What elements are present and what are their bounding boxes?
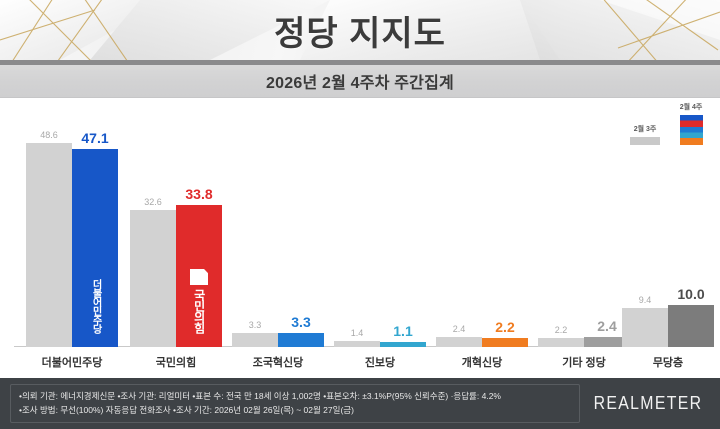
methodology-line-1: •의뢰 기관: 에너지경제신문 •조사 기관: 리얼미터 •표본 수: 전국 만… [19,391,501,402]
bar-value-current: 33.8 [185,186,213,203]
bar-group: 48.6 47.1 더불어민주당 더불어민주당 [26,130,118,369]
bar-previous: 2.4 [436,324,482,347]
legend-label-current: 2월 4주 [679,104,703,111]
realmeter-logo: REALMETER [593,393,703,413]
methodology-box: •의뢰 기관: 에너지경제신문 •조사 기관: 리얼미터 •표본 수: 전국 만… [10,384,580,423]
bar-value-previous: 2.2 [554,324,568,335]
bar-value-previous: 32.6 [144,197,162,208]
bar-previous: 9.4 [622,295,668,347]
category-label: 진보당 [364,357,396,369]
poster-header: 정당 지지도 [0,0,720,60]
bar-previous: 3.3 [232,320,278,347]
bar-value-current: 2.4 [597,317,617,334]
bar-previous: 48.6 [26,130,72,347]
legend-swatch-current [679,115,703,145]
bar-value-previous: 48.6 [40,129,58,140]
bar-current: 33.8 국민의힘 [176,186,222,347]
bar-current: 10.0 [668,286,714,347]
bar-value-previous: 9.4 [638,294,652,305]
legend-label-previous: 2월 3주 [633,126,657,133]
subtitle-bar: 2026년 2월 4주차 주간집계 [0,65,720,98]
bar-value-current: 1.1 [393,323,413,339]
bar-current: 47.1 더불어민주당 [72,130,118,347]
bar-value-previous: 3.3 [248,320,262,331]
bar-value-current: 3.3 [291,314,311,331]
bar-group: 2.2 2.4 기타 정당 [538,318,630,369]
bar-current: 3.3 [278,314,324,347]
bar-group: 9.4 10.0 무당층 [622,286,714,369]
bar-value-previous: 1.4 [350,328,364,339]
category-label: 기타 정당 [562,357,606,369]
party-logo-text: 더불어민주당 [90,279,102,333]
chart-legend: 2월 3주 2월 4주 [628,102,708,145]
page-title: 정당 지지도 [274,14,446,53]
bar-value-current: 2.2 [495,318,515,335]
category-label: 국민의힘 [155,357,197,369]
bar-current: 2.4 [584,318,630,347]
party-logo-text: 국민의힘 [192,289,207,333]
party-logo: 국민의힘 [176,269,222,333]
chart-area: 2월 3주 2월 4주 48.6 47.1 더불어민주당 더불어민주당 32.6 33.8… [0,98,720,383]
bar-value-current: 47.1 [81,130,109,147]
bar-previous: 2.2 [538,325,584,347]
bar-plot: 48.6 47.1 더불어민주당 더불어민주당 32.6 33.8 국민의힘 국민의힘 3.3 3… [0,98,720,383]
category-label: 무당층 [652,357,684,369]
subtitle-text: 2026년 2월 4주차 주간집계 [266,75,454,92]
bar-group: 2.4 2.2 개혁신당 [436,319,528,369]
bar-current: 1.1 [380,323,426,347]
bar-current: 2.2 [482,319,528,347]
bar-previous: 32.6 [130,197,176,347]
bar-group: 32.6 33.8 국민의힘 국민의힘 [130,186,222,369]
bar-value-previous: 2.4 [452,323,466,334]
category-label: 조국혁신당 [252,357,304,369]
bar-value-current: 10.0 [677,286,705,302]
party-logo: 더불어민주당 [72,279,118,333]
bar-previous: 1.4 [334,328,380,347]
bar-group: 3.3 3.3 조국혁신당 [232,314,324,369]
party-emblem-icon [190,269,208,285]
category-label: 개혁신당 [461,357,503,369]
poster-footer: •의뢰 기관: 에너지경제신문 •조사 기관: 리얼미터 •표본 수: 전국 만… [0,378,720,429]
category-label: 더불어민주당 [41,357,103,369]
methodology-line-2: •조사 방법: 무선(100%) 자동응답 전화조사 •조사 기간: 2026년… [19,404,354,415]
legend-item-previous: 2월 3주 [628,124,662,145]
header-divider [0,60,720,65]
bar-group: 1.4 1.1 진보당 [334,323,426,369]
legend-swatch-previous [630,137,660,145]
legend-item-current: 2월 4주 [674,102,708,145]
header-decoration [0,0,720,60]
